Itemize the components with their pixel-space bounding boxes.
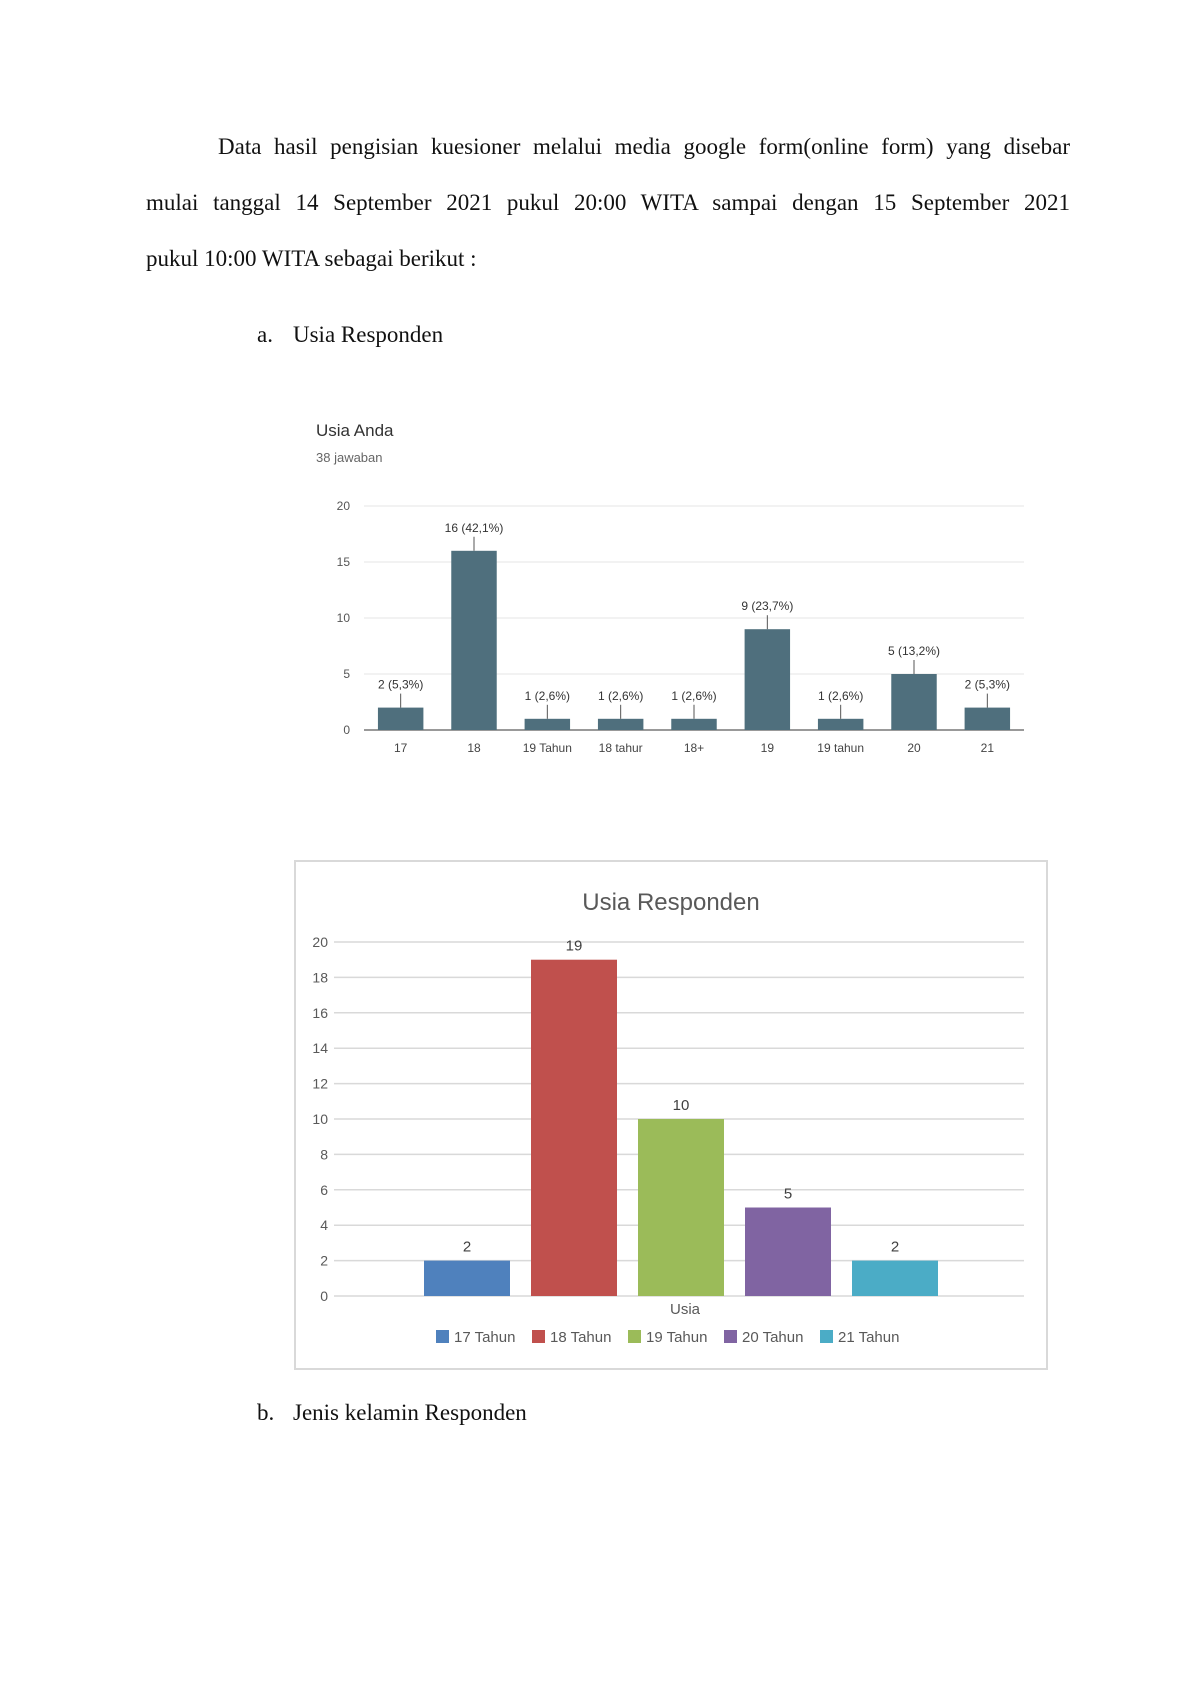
- chart1-category-label: 18 tahur: [599, 741, 643, 755]
- chart1-bar: [817, 718, 864, 730]
- chart2-y-tick: 16: [312, 1005, 328, 1021]
- chart1-category-label: 19 Tahun: [523, 741, 572, 755]
- chart1-y-tick: 20: [337, 499, 351, 513]
- chart1-data-label: 5 (13,2%): [888, 644, 940, 658]
- chart2-y-tick: 12: [312, 1076, 328, 1092]
- section-a-label: a.: [257, 322, 273, 347]
- chart1-category-label: 18: [467, 741, 481, 755]
- chart2-data-label: 5: [784, 1186, 792, 1203]
- chart2-bar: [531, 959, 617, 1296]
- chart1-bar: [744, 629, 791, 730]
- chart2-legend-swatch: [820, 1330, 833, 1343]
- chart1-title: Usia Anda: [316, 421, 394, 440]
- paragraph-line-3: pukul 10:00 WITA sebagai berikut :: [146, 246, 477, 271]
- chart1-data-label: 1 (2,6%): [598, 689, 643, 703]
- chart2-legend-swatch: [532, 1330, 545, 1343]
- paragraph-line-1: Data hasil pengisian kuesioner melalui m…: [218, 134, 1070, 159]
- chart2-legend-entry: 21 Tahun: [838, 1329, 899, 1346]
- chart2-bar: [638, 1119, 724, 1296]
- chart1-category-label: 18+: [684, 741, 704, 755]
- excel-age-chart: Usia Responden 0 2 4 6 8 10 12 14 16 18 20 2 19 10 5 2…: [312, 889, 1024, 1346]
- chart2-data-label: 10: [673, 1097, 690, 1114]
- chart1-category-label: 17: [394, 741, 408, 755]
- chart1-bar: [524, 718, 571, 730]
- chart2-y-tick: 0: [320, 1288, 328, 1304]
- chart1-data-label: 1 (2,6%): [818, 689, 863, 703]
- chart2-y-tick: 6: [320, 1182, 328, 1198]
- chart2-data-label: 2: [891, 1239, 899, 1256]
- chart1-category-label: 19: [761, 741, 775, 755]
- chart1-data-label: 9 (23,7%): [741, 599, 793, 613]
- chart1-y-tick: 15: [337, 555, 351, 569]
- chart1-data-label: 1 (2,6%): [525, 689, 570, 703]
- chart2-legend-swatch: [724, 1330, 737, 1343]
- chart2-legend-swatch: [628, 1330, 641, 1343]
- chart1-y-tick: 5: [343, 667, 350, 681]
- section-b-label: b.: [257, 1400, 275, 1425]
- paragraph-line-2: mulai tanggal 14 September 2021 pukul 20…: [146, 190, 1070, 215]
- chart2-title: Usia Responden: [582, 889, 759, 916]
- chart2-legend-entry: 20 Tahun: [742, 1329, 803, 1346]
- chart2-data-label: 2: [463, 1239, 471, 1256]
- chart2-legend-entry: 17 Tahun: [454, 1329, 515, 1346]
- chart1-category-label: 19 tahun: [817, 741, 864, 755]
- chart2-y-tick: 20: [312, 934, 328, 950]
- chart1-bar: [671, 718, 717, 730]
- chart2-bar: [852, 1260, 938, 1296]
- chart2-xlabel: Usia: [670, 1301, 701, 1318]
- chart2-legend-entry: 18 Tahun: [550, 1329, 611, 1346]
- chart2-legend-entry: 19 Tahun: [646, 1329, 707, 1346]
- excel-age-chart-frame: Usia Responden 0 2 4 6 8 10 12 14 16 18 20 2 19 10 5 2…: [294, 860, 1048, 1370]
- chart1-data-label: 16 (42,1%): [445, 521, 504, 535]
- chart1-bar: [891, 674, 937, 730]
- chart2-y-tick: 8: [320, 1146, 328, 1162]
- chart2-y-tick: 4: [320, 1217, 328, 1233]
- chart2-data-label: 19: [566, 938, 583, 955]
- section-a-title: Usia Responden: [293, 322, 444, 347]
- chart2-y-tick: 14: [312, 1040, 328, 1056]
- chart1-data-label: 2 (5,3%): [378, 678, 423, 692]
- chart2-y-tick: 18: [312, 969, 328, 985]
- chart1-bar: [377, 707, 424, 730]
- chart2-y-tick: 2: [320, 1253, 328, 1269]
- chart1-bar: [597, 718, 644, 730]
- chart1-category-label: 20: [907, 741, 921, 755]
- chart2-bar: [424, 1260, 510, 1296]
- chart2-bar: [745, 1207, 831, 1296]
- chart1-data-label: 2 (5,3%): [965, 678, 1010, 692]
- chart1-subtitle: 38 jawaban: [316, 450, 383, 465]
- section-b-heading: b. Jenis kelamin Responden: [257, 1400, 527, 1426]
- chart2-y-tick: 10: [312, 1111, 328, 1127]
- chart1-bar: [451, 550, 497, 730]
- chart2-legend-swatch: [436, 1330, 449, 1343]
- section-b-title: Jenis kelamin Responden: [293, 1400, 527, 1425]
- chart1-data-label: 1 (2,6%): [671, 689, 716, 703]
- chart1-bar: [964, 707, 1011, 730]
- google-form-age-chart: Usia Anda 38 jawaban 2 (5,3%) 16 (42,1%) 1…: [316, 421, 1024, 755]
- section-a-heading: a. Usia Responden: [257, 322, 443, 348]
- chart1-y-tick: 10: [337, 611, 351, 625]
- chart1-y-tick: 0: [343, 723, 350, 737]
- chart1-category-label: 21: [981, 741, 995, 755]
